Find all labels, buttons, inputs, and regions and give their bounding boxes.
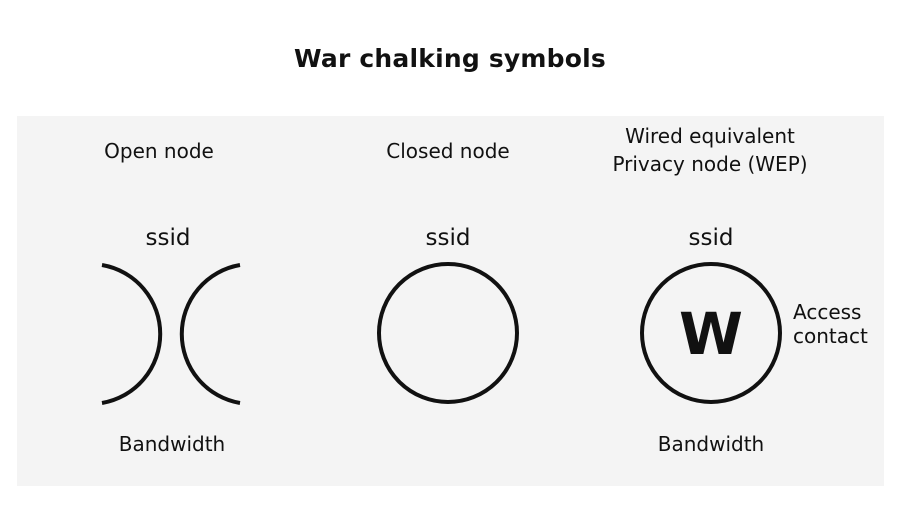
wep-node-heading-line-2: Privacy node (WEP)	[612, 152, 808, 176]
wep-node-symbol: W	[640, 262, 782, 404]
wep-node-access-contact-label: Access contact	[793, 300, 868, 348]
access-contact-line-2: contact	[793, 324, 868, 348]
closed-node-symbol	[377, 262, 519, 404]
diagram-title: War chalking symbols	[294, 44, 606, 73]
wep-node-bandwidth-label: Bandwidth	[657, 432, 765, 456]
open-node-bandwidth-label: Bandwidth	[118, 432, 226, 456]
open-node-left-arc	[101, 263, 163, 405]
open-node-heading: Open node	[104, 139, 214, 163]
closed-node-ssid-label: ssid	[425, 225, 471, 251]
closed-node-circle	[377, 262, 519, 404]
wep-node-heading: Wired equivalent Privacy node (WEP)	[590, 122, 830, 178]
open-node-ssid-label: ssid	[145, 225, 191, 251]
access-contact-line-1: Access	[793, 300, 862, 324]
symbols-panel	[17, 116, 884, 486]
wep-node-ssid-label: ssid	[688, 225, 734, 251]
closed-node-heading: Closed node	[386, 139, 510, 163]
wep-node-heading-line-1: Wired equivalent	[625, 124, 795, 148]
wep-node-letter: W	[679, 300, 743, 368]
wep-node-circle	[640, 262, 782, 404]
open-node-symbol	[101, 263, 241, 405]
open-node-right-arc	[179, 263, 241, 405]
